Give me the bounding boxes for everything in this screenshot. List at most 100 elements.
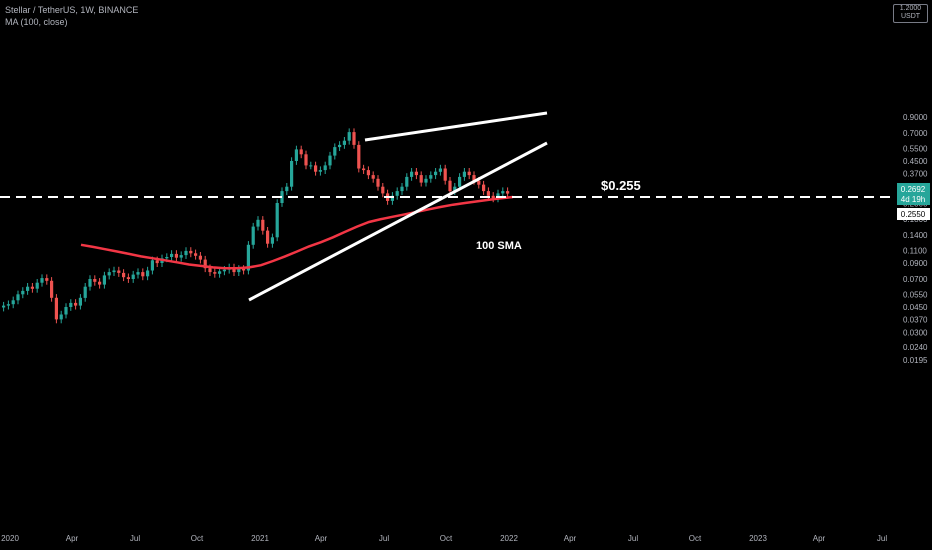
- candle-body: [299, 149, 303, 155]
- candle-body: [424, 178, 428, 183]
- chart-legend: Stellar / TetherUS, 1W, BINANCE MA (100,…: [5, 4, 138, 28]
- last-price-badge: [897, 183, 930, 205]
- x-tick-label: Jul: [130, 534, 140, 543]
- currency-top-price: 1.2000: [899, 5, 922, 12]
- candle-body: [290, 161, 294, 187]
- candle-body: [261, 219, 265, 231]
- y-tick-label: 0.1100: [903, 246, 927, 255]
- candle-body: [458, 176, 462, 187]
- y-tick-label: 0.9000: [903, 113, 928, 122]
- candle-body: [117, 270, 121, 273]
- symbol-title[interactable]: Stellar / TetherUS, 1W, BINANCE: [5, 5, 139, 15]
- candle-body: [189, 250, 193, 254]
- candle-body: [342, 140, 346, 145]
- candle-body: [496, 193, 500, 199]
- candle-body: [50, 280, 54, 298]
- candle-body: [448, 180, 452, 192]
- x-tick-label: Apr: [66, 534, 79, 543]
- candle-body: [213, 272, 217, 274]
- candle-body: [218, 271, 222, 274]
- candle-body: [54, 297, 58, 320]
- x-tick-label: 2020: [1, 534, 19, 543]
- x-tick-label: Apr: [813, 534, 826, 543]
- candle-body: [74, 302, 78, 306]
- candle-body: [179, 255, 183, 258]
- candle-body: [405, 176, 409, 187]
- candle-body: [30, 286, 34, 289]
- candle-body: [323, 165, 327, 171]
- candle-body: [170, 253, 174, 257]
- candle-body: [381, 186, 385, 194]
- currency-selector[interactable]: 1.2000 USDT: [893, 4, 928, 23]
- candle-body: [362, 168, 366, 171]
- candle-body: [270, 237, 274, 244]
- y-tick-label: 0.7000: [903, 129, 928, 138]
- candle-body: [222, 269, 226, 272]
- candle-body: [477, 180, 481, 185]
- candle-body: [242, 268, 246, 271]
- candle-body: [294, 149, 298, 161]
- x-tick-label: Oct: [689, 534, 702, 543]
- candle-body: [506, 191, 510, 194]
- upper-trendline[interactable]: [364, 111, 548, 142]
- candle-body: [2, 305, 6, 308]
- candles: [2, 128, 510, 324]
- candle-body: [328, 155, 332, 166]
- candle-body: [155, 260, 159, 264]
- candle-body: [88, 279, 92, 287]
- y-tick-label: 0.0700: [903, 275, 928, 284]
- ma-label: 100 SMA: [476, 240, 522, 252]
- y-tick-label: 0.4500: [903, 157, 928, 166]
- candle-body: [357, 144, 361, 169]
- x-tick-label: 2022: [500, 534, 518, 543]
- x-tick-label: Oct: [440, 534, 453, 543]
- candle-body: [414, 171, 418, 176]
- candle-body: [64, 307, 68, 315]
- candle-body: [21, 290, 25, 295]
- indicator-title[interactable]: MA (100, close): [5, 17, 68, 27]
- candle-body: [198, 255, 202, 260]
- candle-body: [246, 244, 250, 271]
- candle-body: [314, 165, 318, 172]
- y-tick-label: 0.0900: [903, 259, 928, 268]
- candle-body: [400, 186, 404, 192]
- candle-body: [338, 144, 342, 148]
- candle-body: [486, 191, 490, 196]
- candle-body: [141, 272, 145, 277]
- candle-body: [11, 300, 15, 305]
- candle-body: [429, 175, 433, 179]
- candle-body: [371, 175, 375, 179]
- candle-body: [112, 270, 116, 273]
- candle-body: [366, 170, 370, 176]
- candle-body: [45, 278, 49, 281]
- ma-value-badge: [897, 208, 930, 220]
- x-tick-label: 2021: [251, 534, 269, 543]
- lower-trendline[interactable]: [248, 141, 548, 302]
- candle-body: [472, 175, 476, 181]
- candle-body: [208, 268, 212, 273]
- currency-label: USDT: [900, 13, 921, 20]
- y-tick-label: 0.0450: [903, 303, 928, 312]
- candle-body: [136, 272, 140, 275]
- candle-body: [69, 302, 73, 307]
- y-tick-label: 0.0370: [903, 315, 928, 324]
- candle-body: [390, 195, 394, 201]
- x-tick-label: Oct: [191, 534, 204, 543]
- candle-body: [443, 168, 447, 181]
- countdown-value: 4d 19h: [901, 195, 925, 204]
- support-label: $0.255: [601, 178, 641, 193]
- candle-body: [107, 272, 111, 276]
- x-tick-label: Jul: [877, 534, 887, 543]
- candle-body: [78, 297, 82, 306]
- candle-body: [304, 154, 308, 166]
- candle-body: [6, 304, 10, 306]
- ma-100-line: [80, 195, 514, 270]
- candle-body: [174, 253, 178, 258]
- candle-body: [309, 165, 313, 167]
- candle-body: [102, 275, 106, 285]
- candle-body: [410, 171, 414, 177]
- price-axis[interactable]: 0.90000.70000.55000.45000.37000.29000.23…: [903, 113, 928, 365]
- time-axis[interactable]: 2020 Apr Jul Oct 2021 Apr Jul Oct 2022 Apr Jul Oct 2…: [1, 534, 887, 543]
- candle-body: [266, 230, 270, 244]
